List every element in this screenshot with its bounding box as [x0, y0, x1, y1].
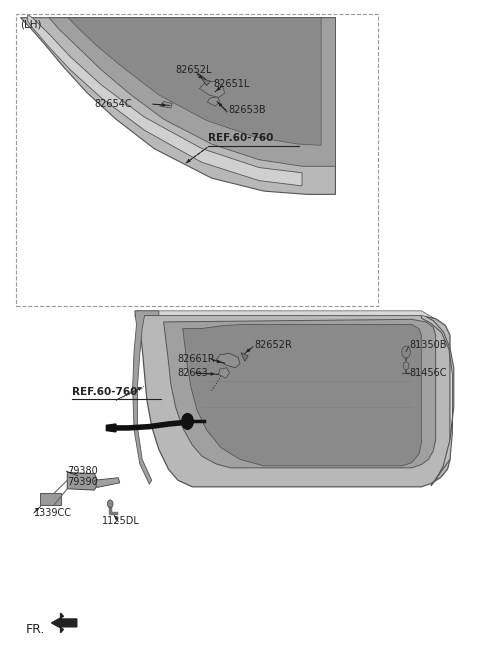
Polygon shape	[421, 314, 454, 486]
Text: 1125DL: 1125DL	[102, 516, 140, 526]
Text: 79390: 79390	[67, 477, 98, 487]
Text: FR.: FR.	[26, 623, 46, 636]
Text: 82663: 82663	[177, 368, 208, 378]
Polygon shape	[95, 478, 120, 487]
Circle shape	[403, 362, 409, 370]
Bar	[16, 14, 378, 306]
Polygon shape	[135, 311, 434, 318]
Polygon shape	[164, 319, 436, 468]
Text: 82654C: 82654C	[95, 99, 132, 109]
Polygon shape	[21, 18, 336, 194]
Polygon shape	[160, 101, 172, 108]
Text: 82652L: 82652L	[176, 65, 212, 75]
Circle shape	[108, 500, 113, 508]
Polygon shape	[28, 14, 302, 186]
Text: 82653B: 82653B	[228, 105, 266, 115]
Polygon shape	[135, 315, 450, 487]
Text: (LH): (LH)	[21, 20, 42, 30]
Text: 1339CC: 1339CC	[34, 508, 72, 518]
Text: 81350B: 81350B	[409, 340, 447, 350]
Text: 82652R: 82652R	[254, 340, 292, 350]
Circle shape	[182, 413, 193, 429]
Text: 79380: 79380	[67, 466, 98, 476]
Text: REF.60-760: REF.60-760	[72, 386, 137, 397]
Polygon shape	[51, 613, 77, 633]
Polygon shape	[183, 325, 421, 466]
Text: 82661R: 82661R	[177, 354, 215, 364]
Polygon shape	[207, 97, 220, 106]
Circle shape	[402, 346, 410, 358]
Polygon shape	[132, 311, 159, 484]
Polygon shape	[216, 353, 240, 368]
Polygon shape	[39, 493, 61, 505]
Polygon shape	[202, 79, 210, 86]
Text: REF.60-760: REF.60-760	[208, 133, 274, 143]
Polygon shape	[218, 368, 229, 378]
Polygon shape	[199, 81, 225, 97]
Polygon shape	[49, 18, 336, 166]
Polygon shape	[67, 472, 99, 490]
Text: 81456C: 81456C	[409, 368, 447, 378]
Polygon shape	[107, 424, 116, 432]
Polygon shape	[241, 353, 248, 361]
Polygon shape	[68, 18, 321, 145]
Text: 82651L: 82651L	[214, 79, 250, 89]
